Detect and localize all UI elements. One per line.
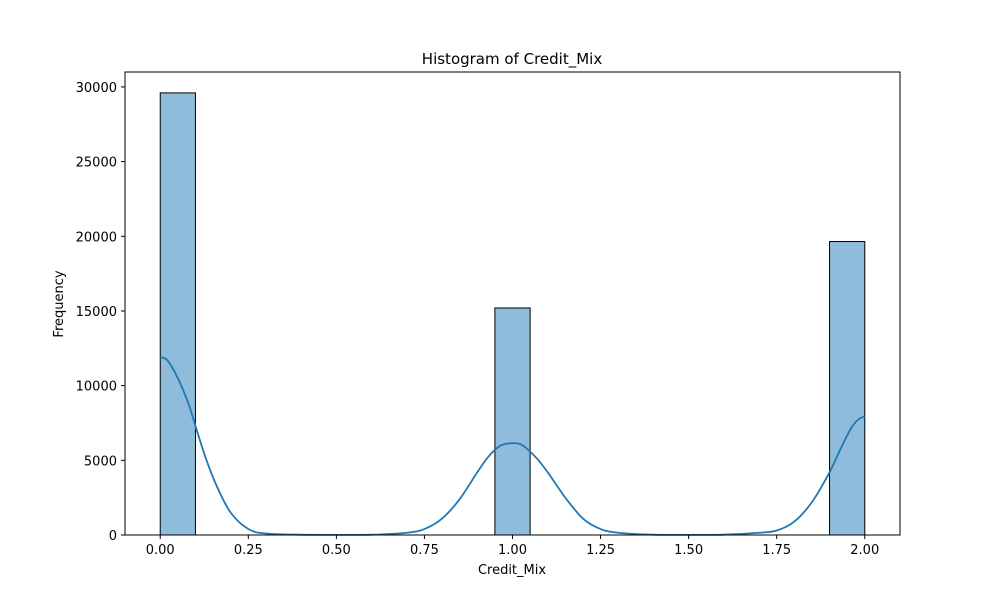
y-tick-label: 15000	[76, 305, 117, 320]
x-axis-ticks: 0.00 0.25 0.50 0.75 1.00 1.25 1.50 1.75 2.00	[146, 535, 879, 558]
histogram-bar-0	[159, 92, 196, 536]
x-tick-label: 1.75	[762, 543, 791, 558]
histogram-bar-1	[494, 307, 531, 536]
x-tick-label: 1.00	[498, 543, 527, 558]
y-axis-ticks: 0 5000 10000 15000 20000 25000 30000	[76, 81, 125, 544]
x-tick-label: 2.00	[850, 543, 879, 558]
kde-line	[159, 356, 866, 536]
x-tick-label: 0.50	[322, 543, 351, 558]
y-tick-label: 5000	[84, 454, 117, 469]
y-tick-label: 0	[109, 529, 117, 544]
y-tick-label: 10000	[76, 380, 117, 395]
bars-layer	[159, 92, 866, 536]
x-tick-label: 1.50	[674, 543, 703, 558]
kde-layer	[159, 356, 866, 536]
y-tick-label: 30000	[76, 81, 117, 96]
y-tick-label: 20000	[76, 230, 117, 245]
y-tick-label: 25000	[76, 156, 117, 171]
x-tick-label: 0.00	[146, 543, 175, 558]
x-tick-label: 1.25	[586, 543, 615, 558]
x-axis-title: Credit_Mix	[478, 563, 546, 578]
histogram-bar-2	[829, 241, 866, 536]
x-tick-label: 0.25	[234, 543, 263, 558]
y-axis-title: Frequency	[52, 270, 67, 337]
chart-title: Histogram of Credit_Mix	[422, 50, 603, 69]
x-tick-label: 0.75	[410, 543, 439, 558]
